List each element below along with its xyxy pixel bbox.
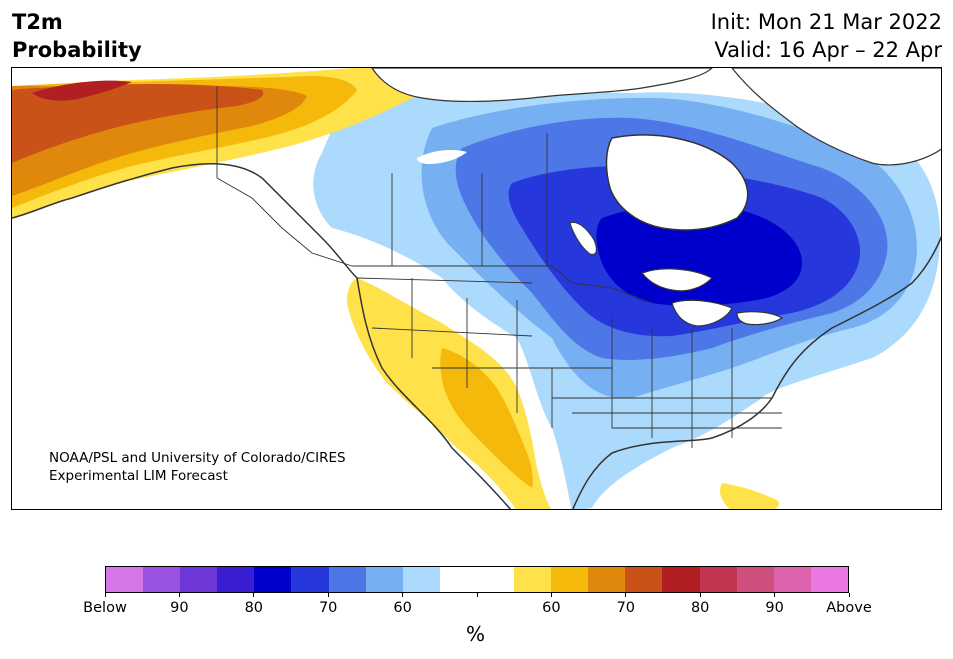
below-normal-core-region bbox=[596, 205, 802, 306]
map-title: T2m Probability bbox=[12, 8, 142, 64]
colorbar-unit: % bbox=[466, 622, 486, 646]
colorbar-tick-label: 60 bbox=[542, 600, 561, 616]
colorbar-tick bbox=[550, 593, 552, 597]
coastline bbox=[12, 162, 941, 509]
above-normal-alaska-core-region bbox=[32, 80, 132, 101]
colorbar-tick bbox=[774, 593, 776, 597]
colorbar-segment bbox=[106, 567, 144, 592]
colorbar-segment bbox=[254, 567, 292, 592]
greenland bbox=[731, 68, 941, 166]
title-line-2: Probability bbox=[12, 38, 142, 62]
title-line-1: T2m bbox=[12, 10, 63, 34]
colorbar-tick-label: 90 bbox=[765, 600, 784, 616]
colorbar-tick-label: 70 bbox=[318, 600, 338, 616]
colorbar-tick-label: Above bbox=[826, 600, 872, 616]
colorbar-segment bbox=[439, 567, 477, 592]
colorbar-tick bbox=[104, 593, 106, 597]
colorbar-segment bbox=[773, 567, 811, 592]
above-normal-alaska-90-region bbox=[12, 84, 264, 163]
forecast-map: NOAA/PSL and University of Colorado/CIRE… bbox=[11, 67, 942, 510]
colorbar-segment bbox=[291, 567, 329, 592]
colorbar-segment bbox=[402, 567, 440, 592]
colorbar-segment bbox=[328, 567, 366, 592]
init-date: Init: Mon 21 Mar 2022 bbox=[710, 10, 942, 34]
forecast-dates: Init: Mon 21 Mar 2022 Valid: 16 Apr – 22… bbox=[711, 8, 942, 64]
colorbar-segment bbox=[551, 567, 589, 592]
colorbar-tick-label: 60 bbox=[393, 600, 412, 616]
political-borders bbox=[216, 86, 782, 448]
colorbar-tick-label: 80 bbox=[244, 600, 264, 616]
colorbar-segment bbox=[365, 567, 403, 592]
colorbar-segment bbox=[810, 567, 848, 592]
colorbar-tick bbox=[625, 593, 627, 597]
colorbar-segment bbox=[180, 567, 218, 592]
above-normal-southwest-70-region bbox=[440, 348, 533, 488]
arctic-islands bbox=[371, 68, 713, 102]
colorbar-segment bbox=[588, 567, 626, 592]
colorbar-tick bbox=[476, 593, 478, 597]
colorbar-segment bbox=[662, 567, 700, 592]
colorbar-segment bbox=[476, 567, 515, 592]
colorbar-tick-label: 90 bbox=[170, 600, 189, 616]
lake-winnipeg bbox=[569, 221, 597, 255]
colorbar-tick bbox=[402, 593, 404, 597]
colorbar-tick-label: Below bbox=[83, 600, 127, 616]
above-normal-caribbean-region bbox=[720, 483, 779, 509]
colorbar-tick bbox=[327, 593, 329, 597]
colorbar-segment bbox=[736, 567, 774, 592]
great-lakes bbox=[641, 268, 784, 327]
colorbar-tick bbox=[253, 593, 255, 597]
hudson-bay bbox=[605, 134, 749, 231]
data-credit: NOAA/PSL and University of Colorado/CIRE… bbox=[49, 449, 346, 485]
colorbar-segment bbox=[143, 567, 181, 592]
colorbar-tick bbox=[848, 593, 850, 597]
valid-range: Valid: 16 Apr – 22 Apr bbox=[714, 38, 942, 62]
colorbar-segment bbox=[217, 567, 255, 592]
colorbar-tick bbox=[178, 593, 180, 597]
colorbar bbox=[105, 566, 849, 593]
probability-map-svg bbox=[12, 68, 941, 509]
colorbar-segment bbox=[514, 567, 552, 592]
colorbar-tick bbox=[699, 593, 701, 597]
great-slave-lake bbox=[417, 150, 467, 164]
colorbar-segment bbox=[699, 567, 737, 592]
credit-line-1: NOAA/PSL and University of Colorado/CIRE… bbox=[49, 450, 346, 466]
colorbar-segment bbox=[625, 567, 663, 592]
colorbar-tick-label: 70 bbox=[616, 600, 636, 616]
credit-line-2: Experimental LIM Forecast bbox=[49, 468, 228, 484]
colorbar-tick-label: 80 bbox=[690, 600, 710, 616]
